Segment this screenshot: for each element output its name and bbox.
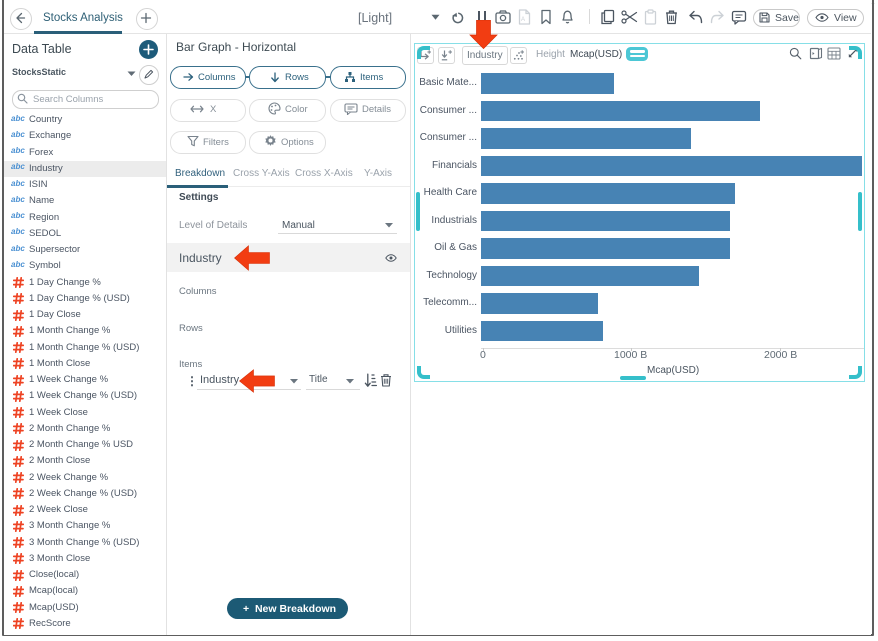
svg-text:A: A — [521, 17, 525, 23]
